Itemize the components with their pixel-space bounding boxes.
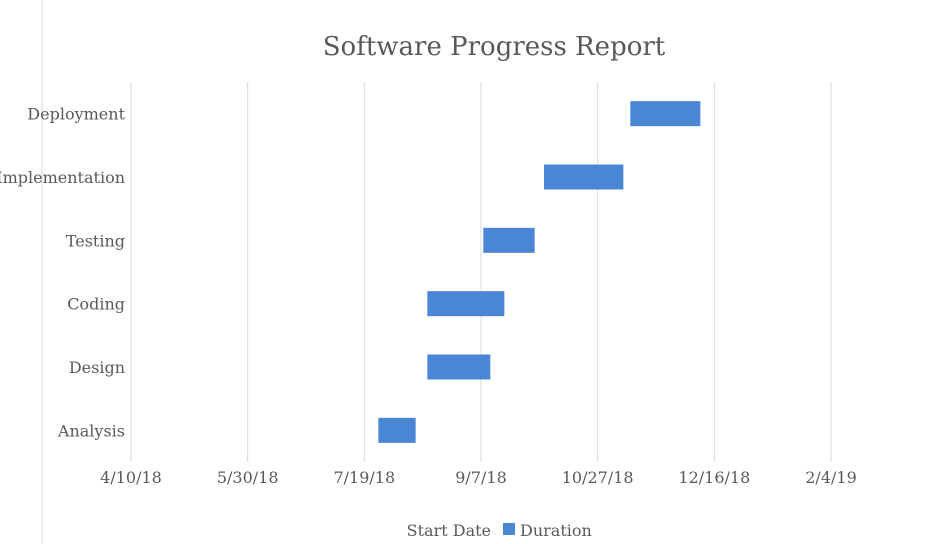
bar-deployment [630,101,701,127]
x-tick-label: 4/10/18 [100,468,162,487]
bars [378,101,701,443]
x-tick-label: 9/7/18 [455,468,507,487]
y-category-label: Design [69,358,125,377]
chart-title: Software Progress Report [323,32,666,62]
legend-start-date: Start Date [407,521,491,540]
y-category-label: Analysis [57,421,125,440]
bar-implementation [544,164,624,190]
x-tick-label: 7/19/18 [333,468,395,487]
x-tick-label: 2/4/19 [805,468,857,487]
x-tick-label: 10/27/18 [562,468,634,487]
legend-duration: Duration [520,521,592,540]
bar-analysis [378,417,416,443]
y-category-label: Deployment [27,105,125,124]
bar-testing [483,227,535,253]
legend-duration-swatch [503,523,515,535]
x-tick-label: 12/16/18 [678,468,750,487]
gridlines [130,82,832,462]
y-category-label: Coding [67,295,125,314]
y-axis-labels: Analysis Design Coding Testing Implementatio… [0,105,126,441]
legend: Start Date Duration [407,521,592,540]
bar-coding [427,291,505,317]
y-category-label: Testing [66,231,125,250]
x-tick-label: 5/30/18 [217,468,279,487]
x-axis-labels: 4/10/18 5/30/18 7/19/18 9/7/18 10/27/18 12/16… [100,468,857,487]
bar-design [427,354,491,380]
y-category-label: Implementation [0,168,125,187]
